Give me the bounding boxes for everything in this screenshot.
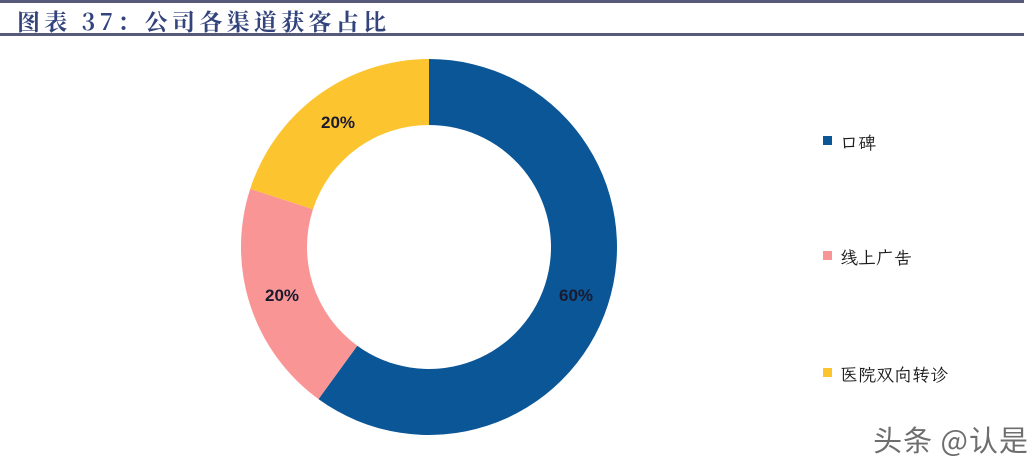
- svg-text:60%: 60%: [559, 286, 593, 305]
- svg-text:20%: 20%: [321, 113, 355, 132]
- svg-text:20%: 20%: [265, 286, 299, 305]
